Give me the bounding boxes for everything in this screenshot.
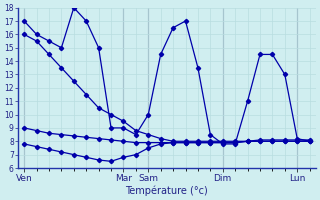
X-axis label: Température (°c): Température (°c)	[125, 185, 208, 196]
